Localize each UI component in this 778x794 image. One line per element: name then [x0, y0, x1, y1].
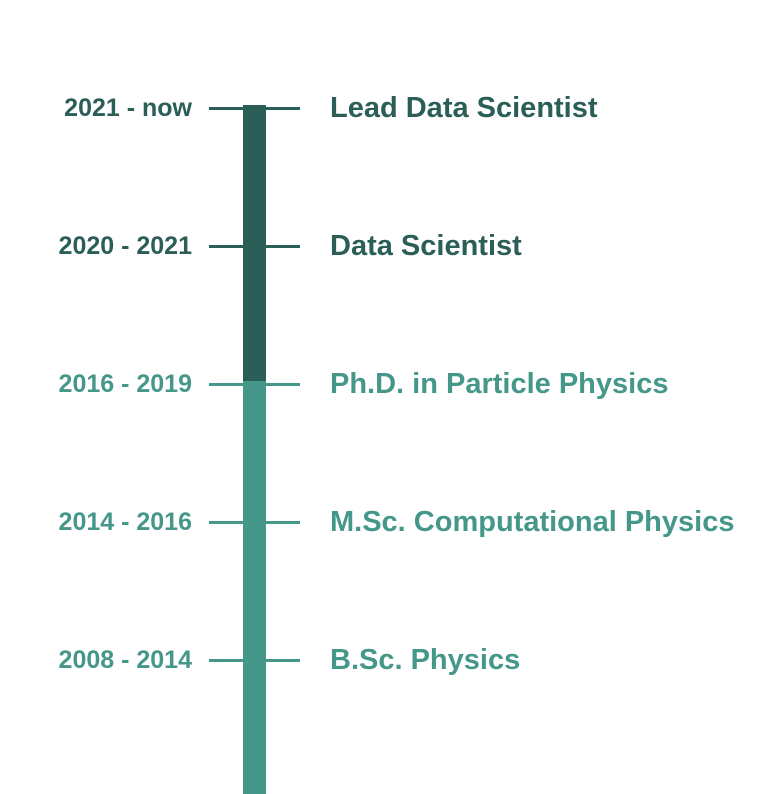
timeline-period: 2008 - 2014 [58, 646, 192, 674]
timeline-tick [209, 521, 300, 524]
timeline-period: 2016 - 2019 [58, 370, 192, 398]
timeline-tick [209, 383, 300, 386]
timeline-title: Data Scientist [330, 230, 522, 262]
timeline-bar-career [243, 105, 266, 381]
timeline-bar-education [243, 381, 266, 794]
timeline-title: Ph.D. in Particle Physics [330, 368, 669, 400]
timeline-tick [209, 107, 300, 110]
timeline-title: Lead Data Scientist [330, 92, 598, 124]
timeline-period: 2014 - 2016 [58, 508, 192, 536]
timeline-entry: 2014 - 2016 M.Sc. Computational Physics [0, 502, 778, 542]
timeline-title: M.Sc. Computational Physics [330, 506, 735, 538]
timeline-entry: 2008 - 2014 B.Sc. Physics [0, 640, 778, 680]
timeline-entry: 2021 - now Lead Data Scientist [0, 88, 778, 128]
timeline-tick [209, 659, 300, 662]
timeline-title: B.Sc. Physics [330, 644, 521, 676]
timeline-tick [209, 245, 300, 248]
timeline-period: 2021 - now [64, 94, 192, 122]
timeline-entry: 2020 - 2021 Data Scientist [0, 226, 778, 266]
timeline-period: 2020 - 2021 [58, 232, 192, 260]
timeline-entry: 2016 - 2019 Ph.D. in Particle Physics [0, 364, 778, 404]
